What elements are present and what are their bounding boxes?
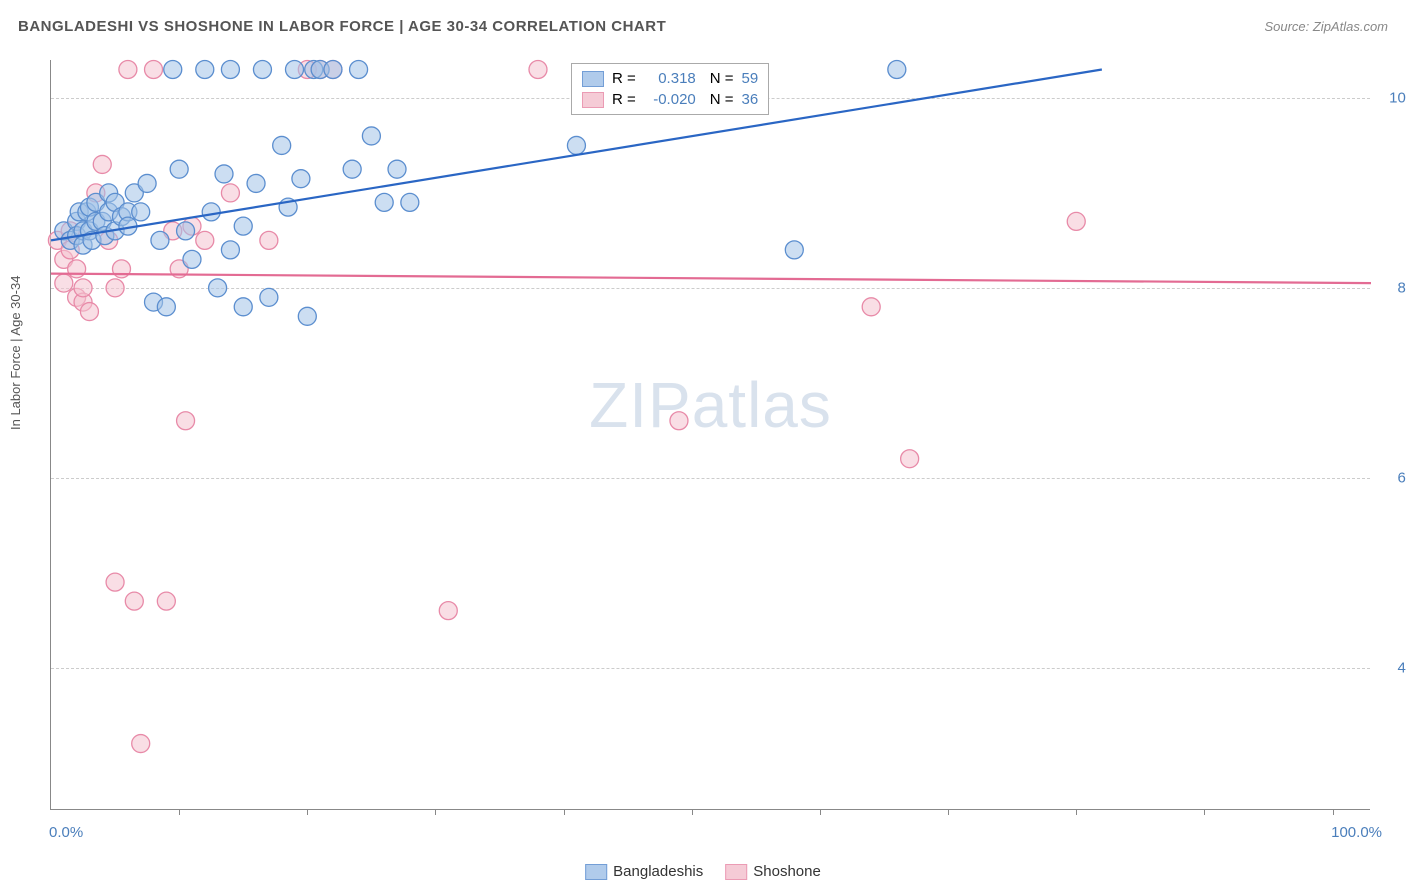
x-tick	[820, 809, 821, 815]
data-point	[74, 279, 92, 297]
x-min-label: 0.0%	[49, 824, 83, 841]
data-point	[439, 602, 457, 620]
x-tick	[1204, 809, 1205, 815]
data-point	[234, 298, 252, 316]
y-tick-label: 40.0%	[1380, 659, 1406, 676]
data-point	[177, 222, 195, 240]
data-point	[888, 60, 906, 78]
swatch-bangladeshis-icon	[585, 864, 607, 880]
x-tick	[1333, 809, 1334, 815]
swatch-bangladeshis	[582, 71, 604, 87]
data-point	[125, 592, 143, 610]
data-point	[106, 573, 124, 591]
data-point	[132, 735, 150, 753]
legend-row-bangladeshis: R = 0.318 N = 59	[582, 68, 758, 89]
x-tick	[948, 809, 949, 815]
data-point	[350, 60, 368, 78]
data-point	[901, 450, 919, 468]
data-point	[567, 136, 585, 154]
r-value-shoshone: -0.020	[644, 91, 696, 108]
y-tick-label: 80.0%	[1380, 279, 1406, 296]
data-point	[862, 298, 880, 316]
data-point	[93, 155, 111, 173]
x-tick	[179, 809, 180, 815]
data-point	[177, 412, 195, 430]
chart-title: BANGLADESHI VS SHOSHONE IN LABOR FORCE |…	[18, 18, 666, 35]
data-point	[138, 174, 156, 192]
data-point	[362, 127, 380, 145]
y-tick-label: 60.0%	[1380, 469, 1406, 486]
data-point	[151, 231, 169, 249]
data-point	[273, 136, 291, 154]
data-point	[285, 60, 303, 78]
series-legend: Bangladeshis Shoshone	[585, 863, 821, 880]
data-point	[1067, 212, 1085, 230]
n-value-bangladeshis: 59	[742, 70, 759, 87]
data-point	[388, 160, 406, 178]
data-point	[234, 217, 252, 235]
data-point	[55, 274, 73, 292]
data-point	[375, 193, 393, 211]
n-value-shoshone: 36	[742, 91, 759, 108]
data-point	[164, 60, 182, 78]
data-point	[298, 307, 316, 325]
data-point	[157, 592, 175, 610]
data-point	[670, 412, 688, 430]
legend-item-bangladeshis: Bangladeshis	[585, 863, 703, 880]
data-point	[132, 203, 150, 221]
source-label: Source: ZipAtlas.com	[1264, 19, 1388, 34]
data-point	[106, 279, 124, 297]
data-point	[170, 160, 188, 178]
y-tick-label: 100.0%	[1380, 89, 1406, 106]
data-point	[529, 60, 547, 78]
data-point	[401, 193, 419, 211]
swatch-shoshone	[582, 92, 604, 108]
plot-area: 40.0%60.0%80.0%100.0% ZIPatlas R = 0.318…	[50, 60, 1370, 810]
data-point	[80, 303, 98, 321]
data-point	[785, 241, 803, 259]
data-point	[145, 60, 163, 78]
data-point	[221, 241, 239, 259]
legend-item-shoshone: Shoshone	[725, 863, 821, 880]
x-tick	[692, 809, 693, 815]
legend-row-shoshone: R = -0.020 N = 36	[582, 89, 758, 110]
data-point	[202, 203, 220, 221]
data-point	[247, 174, 265, 192]
scatter-svg	[51, 60, 1370, 809]
data-point	[209, 279, 227, 297]
swatch-shoshone-icon	[725, 864, 747, 880]
title-bar: BANGLADESHI VS SHOSHONE IN LABOR FORCE |…	[18, 18, 1388, 35]
x-max-label: 100.0%	[1331, 824, 1382, 841]
y-axis-label: In Labor Force | Age 30-34	[8, 276, 23, 430]
x-tick	[564, 809, 565, 815]
data-point	[157, 298, 175, 316]
data-point	[221, 184, 239, 202]
data-point	[253, 60, 271, 78]
x-tick	[307, 809, 308, 815]
data-point	[221, 60, 239, 78]
data-point	[260, 231, 278, 249]
r-value-bangladeshis: 0.318	[644, 70, 696, 87]
data-point	[343, 160, 361, 178]
data-point	[119, 60, 137, 78]
data-point	[196, 231, 214, 249]
data-point	[68, 260, 86, 278]
data-point	[324, 60, 342, 78]
data-point	[215, 165, 233, 183]
data-point	[196, 60, 214, 78]
x-tick	[435, 809, 436, 815]
correlation-legend: R = 0.318 N = 59 R = -0.020 N = 36	[571, 63, 769, 115]
x-tick	[1076, 809, 1077, 815]
data-point	[260, 288, 278, 306]
chart-container: BANGLADESHI VS SHOSHONE IN LABOR FORCE |…	[0, 0, 1406, 892]
data-point	[292, 170, 310, 188]
data-point	[183, 250, 201, 268]
trend-line	[51, 274, 1371, 283]
